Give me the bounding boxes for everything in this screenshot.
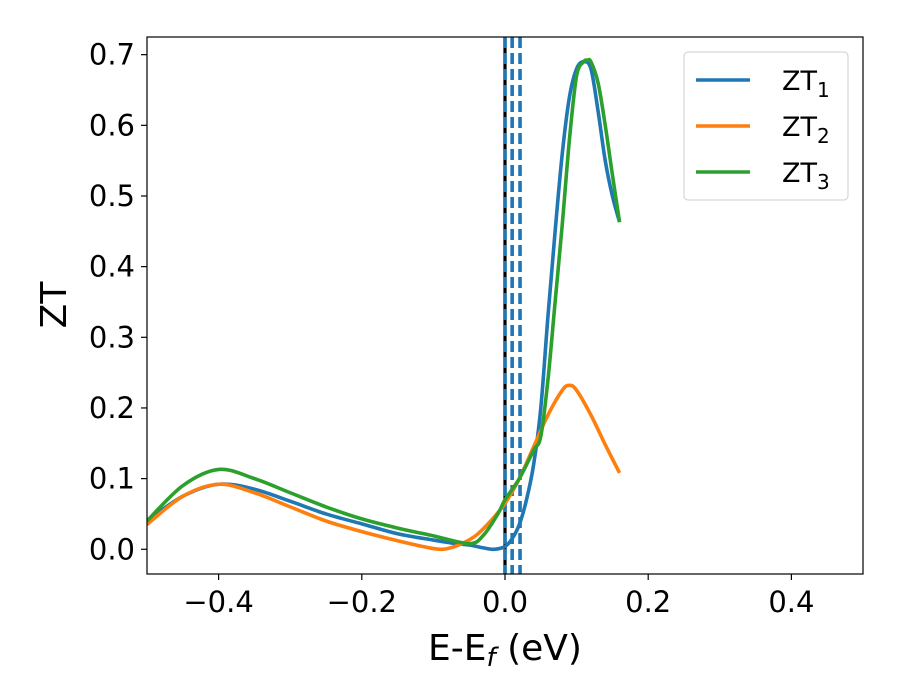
y-tick-label: 0.1 bbox=[89, 462, 135, 496]
y-tick-label: 0.3 bbox=[89, 320, 135, 354]
series-lines bbox=[147, 57, 622, 552]
y-tick-label: 0.6 bbox=[89, 108, 135, 142]
y-tick-label: 0.0 bbox=[89, 532, 135, 566]
legend-label-zt3: ZT3 bbox=[782, 158, 830, 194]
legend-box bbox=[683, 51, 849, 201]
legend: ZT1 ZT2 ZT3 bbox=[683, 51, 849, 201]
series-line-zt3 bbox=[147, 57, 622, 546]
y-tick-label: 0.4 bbox=[89, 250, 135, 284]
x-tick-label: 0.4 bbox=[768, 585, 814, 619]
x-tick-label: 0.0 bbox=[482, 585, 528, 619]
y-axis-label: ZT bbox=[34, 281, 75, 329]
series-line-zt1 bbox=[147, 59, 622, 552]
y-tick-label: 0.2 bbox=[89, 391, 135, 425]
x-tick-label: 0.2 bbox=[625, 585, 671, 619]
legend-label-zt2: ZT2 bbox=[782, 112, 830, 148]
x-axis-label-unit: (eV) bbox=[496, 628, 582, 669]
legend-label-zt1: ZT1 bbox=[782, 66, 830, 102]
x-axis-ticks: −0.4 −0.2 0.0 0.2 0.4 bbox=[183, 574, 814, 619]
y-axis-ticks: 0.0 0.1 0.2 0.3 0.4 0.5 0.6 0.7 bbox=[89, 38, 147, 566]
vertical-reference-lines bbox=[503, 37, 522, 574]
y-tick-label: 0.5 bbox=[89, 179, 135, 213]
x-tick-label: −0.4 bbox=[183, 585, 253, 619]
x-tick-label: −0.2 bbox=[327, 585, 397, 619]
x-axis-label: E-Ef (eV) bbox=[428, 628, 582, 673]
y-tick-label: 0.7 bbox=[89, 38, 135, 72]
